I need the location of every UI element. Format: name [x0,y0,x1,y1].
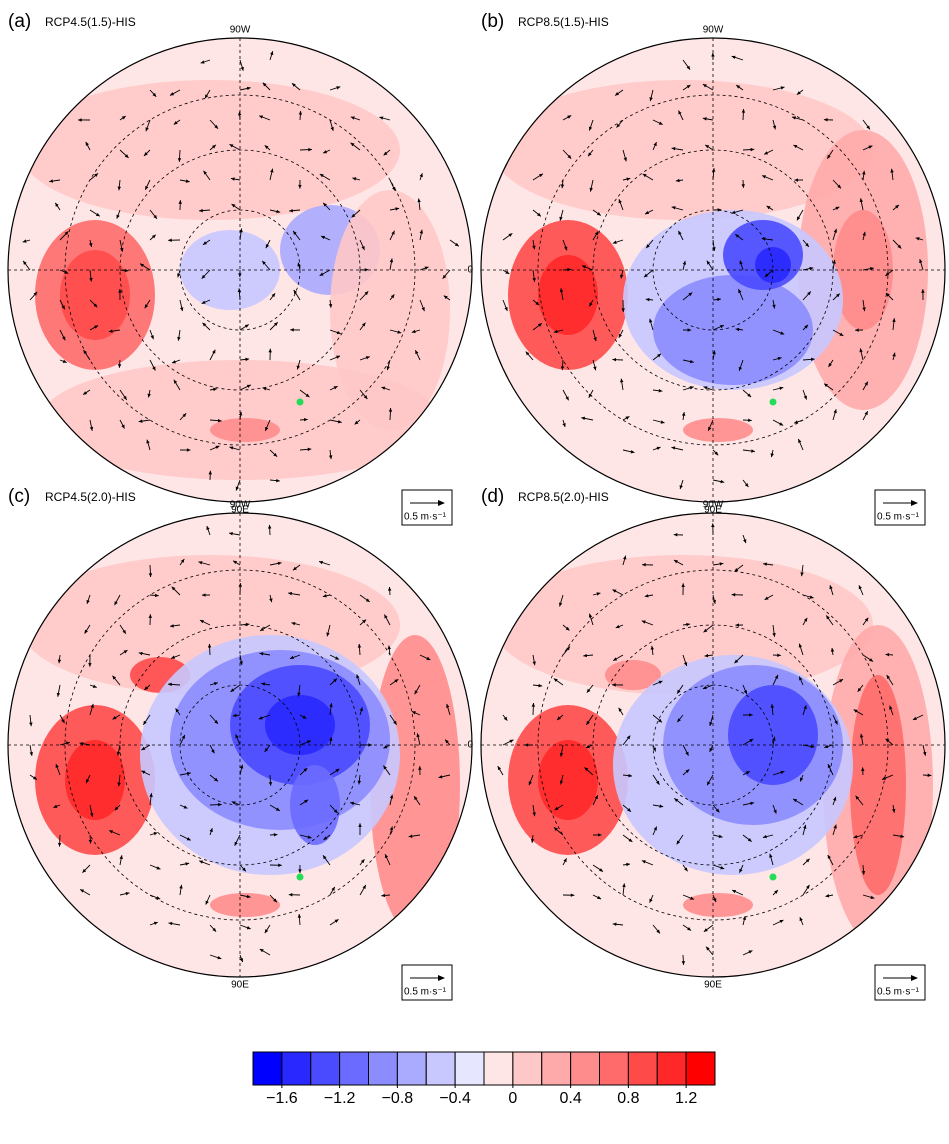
colorbar-tick-label: −1.2 [324,1090,356,1107]
lon-label: 0 [467,265,473,276]
colorbar-tick-label: −1.6 [266,1090,298,1107]
field-contour [653,275,813,385]
lon-label: 90W [230,25,251,36]
station-dot [297,399,304,406]
panel-label: (c) [8,486,30,507]
panel: (a)RCP4.5(1.5)-HIS90W90E01800.5 m·s⁻¹ [0,11,497,525]
panel: (d)RCP8.5(2.0)-HIS90W90E01800.5 m·s⁻¹ [467,486,949,1000]
panel-title: RCP8.5(2.0)-HIS [518,490,609,504]
reference-label: 0.5 m·s⁻¹ [404,512,447,523]
lon-label: 90W [703,500,724,511]
map-field [8,513,472,977]
field-contour [728,685,818,785]
colorbar-box [253,1052,282,1085]
map-field [481,513,945,977]
reference-label: 0.5 m·s⁻¹ [877,512,920,523]
lon-label: 90W [230,500,251,511]
panel: (c)RCP4.5(2.0)-HIS90W90E01800.5 m·s⁻¹ [0,486,497,1000]
lon-label: 90E [704,980,722,991]
station-dot [770,874,777,881]
field-contour [210,893,280,917]
station-dot [297,874,304,881]
panel-title: RCP4.5(1.5)-HIS [45,15,136,29]
field-contour [683,418,753,442]
colorbar-box [513,1052,542,1085]
reference-label: 0.5 m·s⁻¹ [404,987,447,998]
lon-label: 90W [703,25,724,36]
map-field [8,38,472,502]
colorbar-box [282,1052,311,1085]
field-contour [290,765,340,845]
colorbar-box [571,1052,600,1085]
colorbar-box [426,1052,455,1085]
colorbar-box [369,1052,398,1085]
field-contour [538,255,598,335]
lon-label: 90E [231,980,249,991]
colorbar-tick-label: −0.4 [439,1090,471,1107]
colorbar-box [484,1052,513,1085]
colorbar-box [340,1052,369,1085]
colorbar-tick-label: 0.8 [617,1090,639,1107]
colorbar-box [686,1052,715,1085]
colorbar-tick-label: 1.2 [675,1090,697,1107]
panel-title: RCP4.5(2.0)-HIS [45,490,136,504]
field-contour [330,190,450,430]
colorbar-tick-label: 0.4 [560,1090,582,1107]
field-contour [755,247,791,283]
lon-label: 0 [467,740,473,751]
colorbar-box [600,1052,629,1085]
colorbar-box [397,1052,426,1085]
colorbar-tick-label: −0.8 [382,1090,414,1107]
colorbar-tick-label: 0 [508,1090,517,1107]
colorbar-box [657,1052,686,1085]
panel: (b)RCP8.5(1.5)-HIS90W90E01800.5 m·s⁻¹ [467,11,949,525]
field-contour [683,893,753,917]
panel-label: (a) [8,11,31,32]
panel-label: (d) [481,486,504,507]
field-contour [538,740,598,820]
field-contour [850,675,906,895]
panel-label: (b) [481,11,504,32]
map-field [481,38,945,502]
station-dot [770,399,777,406]
colorbar-box [628,1052,657,1085]
colorbar-box [542,1052,571,1085]
colorbar-box [311,1052,340,1085]
colorbar-box [455,1052,484,1085]
panel-title: RCP8.5(1.5)-HIS [518,15,609,29]
reference-label: 0.5 m·s⁻¹ [877,987,920,998]
